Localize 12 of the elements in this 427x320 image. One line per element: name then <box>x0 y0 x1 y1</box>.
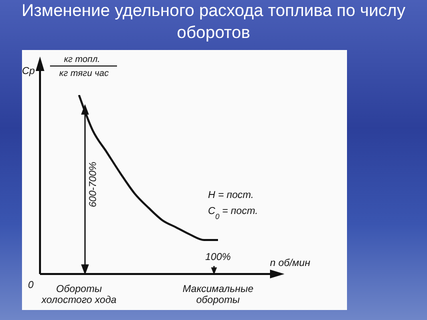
text: кг топл. <box>64 54 100 64</box>
annotation: 100% <box>205 252 231 263</box>
x-tick-label: Обороты холостого хода <box>40 284 117 306</box>
x-tick-label: Максимальные обороты <box>182 284 254 306</box>
text: кг тяги час <box>59 68 110 78</box>
chart-title: Изменение удельного расхода топлива по числу оборотов <box>20 0 406 44</box>
text: 0 <box>28 280 34 291</box>
annotation: H = пост. <box>208 190 254 201</box>
x-axis-title: n об/мин <box>270 258 311 269</box>
y-axis-title: Cp <box>22 66 36 77</box>
annotation: 600-700% <box>88 162 99 208</box>
annotation: C$_{0}$ = пост. <box>208 206 258 220</box>
